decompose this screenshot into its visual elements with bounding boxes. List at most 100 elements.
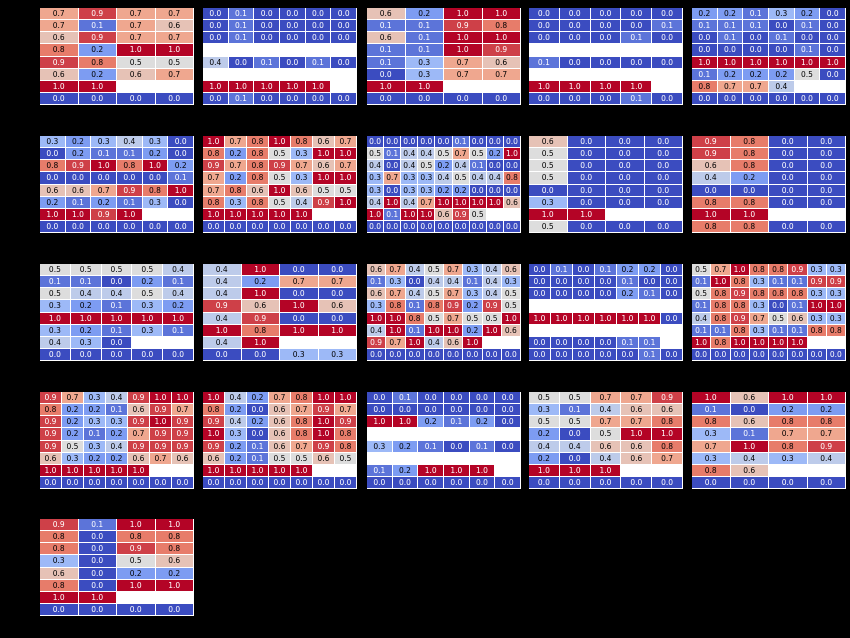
heatmap-cell: 1.0	[424, 324, 444, 337]
heatmap-cell	[486, 208, 504, 221]
heatmap-cell: 1.0	[203, 428, 225, 441]
heatmap-cell: 0.7	[280, 276, 319, 289]
heatmap-cell	[559, 44, 591, 57]
heatmap-cell: 0.0	[769, 220, 808, 233]
heatmap-cell: 0.2	[692, 8, 718, 21]
heatmap-cell	[228, 44, 255, 57]
heatmap-cell: 0.1	[84, 428, 106, 441]
heatmap-cell: 0.0	[335, 476, 357, 489]
heatmap-cell: 0.0	[117, 220, 143, 233]
heatmap-cell	[117, 591, 156, 604]
heatmap-cell: 0.0	[78, 603, 117, 616]
heatmap-cell: 0.7	[590, 392, 622, 405]
heatmap-cell: 0.9	[172, 440, 194, 453]
heatmap-cell: 0.0	[486, 160, 504, 173]
heatmap-cell: 0.0	[203, 476, 225, 489]
heatmap-cell	[621, 68, 653, 81]
heatmap-cell: 0.5	[529, 392, 560, 405]
heatmap-cell: 0.4	[401, 196, 419, 209]
heatmap-cell: 1.0	[65, 208, 92, 221]
heatmap-cell: 0.5	[101, 264, 133, 277]
heatmap-cell: 0.2	[132, 276, 164, 289]
heatmap-cell: 0.3	[84, 416, 106, 429]
heatmap-cell	[595, 300, 617, 313]
heatmap-cell: 0.8	[826, 324, 846, 337]
heatmap-cell: 0.4	[559, 440, 591, 453]
heatmap-cell: 0.0	[551, 336, 573, 349]
heatmap-cell: 0.0	[401, 136, 419, 149]
heatmap-cell: 1.0	[482, 32, 521, 45]
heatmap-cell: 0.3	[463, 288, 483, 301]
heatmap-cell: 0.3	[367, 300, 387, 313]
heatmap-cell: 1.0	[40, 591, 79, 604]
heatmap-cell: 1.0	[313, 428, 335, 441]
heatmap-cell: 0.0	[595, 288, 617, 301]
heatmap-cell: 0.0	[730, 348, 750, 361]
heatmap-cell: 0.9	[313, 440, 335, 453]
heatmap-cell: 0.0	[711, 348, 731, 361]
heatmap-cell: 0.5	[501, 300, 521, 313]
heatmap-cell: 0.0	[820, 8, 846, 21]
heatmap-cell: 0.8	[386, 300, 406, 313]
heatmap-cell	[305, 44, 332, 57]
heatmap-cell: 0.1	[254, 56, 280, 69]
heatmap-cell: 1.0	[826, 300, 846, 313]
heatmap-cell: 0.0	[78, 567, 117, 580]
heatmap-cell: 0.9	[692, 136, 731, 149]
heatmap-cell: 0.0	[529, 476, 560, 489]
heatmap-cell: 0.0	[606, 136, 645, 149]
heatmap-cell: 0.9	[807, 276, 827, 289]
heatmap-cell: 0.3	[401, 172, 419, 185]
heatmap-cell: 0.0	[730, 476, 769, 489]
heatmap-cell: 0.0	[91, 220, 117, 233]
heatmap-cell: 1.0	[444, 32, 483, 45]
heatmap-cell: 0.4	[692, 312, 712, 325]
heatmap-cell: 1.0	[401, 208, 419, 221]
heatmap-cell	[617, 300, 639, 313]
heatmap-cell: 0.5	[269, 196, 291, 209]
heatmap-cell	[573, 300, 595, 313]
heatmap-cell: 0.0	[101, 336, 133, 349]
heatmap-cell: 0.0	[529, 336, 551, 349]
heatmap-cell: 1.0	[367, 80, 406, 93]
heatmap-cell: 0.0	[331, 20, 357, 33]
heatmap-cell	[469, 452, 496, 465]
heatmap-cell: 1.0	[392, 416, 419, 429]
heatmap-cell: 0.7	[444, 68, 483, 81]
heatmap-cell: 0.2	[142, 148, 169, 161]
heatmap-cell: 0.0	[435, 220, 453, 233]
heatmap-cell: 0.0	[590, 8, 622, 21]
heatmap-cell: 0.0	[794, 32, 821, 45]
heatmap-cell: 0.6	[313, 160, 335, 173]
heatmap-cell: 0.0	[644, 196, 683, 209]
heatmap-cell	[826, 336, 846, 349]
heatmap-cell: 0.1	[769, 276, 789, 289]
heatmap-cell: 0.1	[305, 56, 332, 69]
heatmap-cell: 0.2	[62, 428, 84, 441]
heatmap-cell: 1.0	[367, 312, 387, 325]
heatmap-cell: 0.5	[40, 288, 71, 301]
heatmap-cell: 0.7	[117, 20, 156, 33]
heatmap-cell	[305, 68, 332, 81]
heatmap-cell	[590, 44, 622, 57]
heatmap-cell: 0.0	[652, 32, 683, 45]
heatmap-cell: 0.0	[78, 579, 117, 592]
heatmap-cell: 0.2	[469, 416, 496, 429]
heatmap-cell: 0.8	[769, 264, 789, 277]
heatmap-cell: 0.0	[730, 404, 769, 417]
heatmap-cell: 0.0	[807, 348, 827, 361]
heatmap-cell: 0.9	[78, 8, 117, 21]
heatmap-cell: 0.0	[435, 136, 453, 149]
heatmap-cell	[392, 452, 419, 465]
heatmap-cell: 0.1	[367, 20, 406, 33]
heatmap-cell: 0.3	[807, 288, 827, 301]
heatmap-cell: 0.0	[40, 148, 66, 161]
heatmap-cell: 0.8	[769, 416, 808, 429]
heatmap-cell: 1.0	[444, 8, 483, 21]
heatmap-cell: 1.0	[482, 8, 521, 21]
heatmap-cell: 1.0	[269, 184, 291, 197]
heatmap-cell: 0.0	[769, 44, 795, 57]
heatmap-cell: 0.8	[117, 160, 143, 173]
heatmap-cell: 1.0	[730, 208, 769, 221]
heatmap-cell: 0.5	[62, 440, 84, 453]
